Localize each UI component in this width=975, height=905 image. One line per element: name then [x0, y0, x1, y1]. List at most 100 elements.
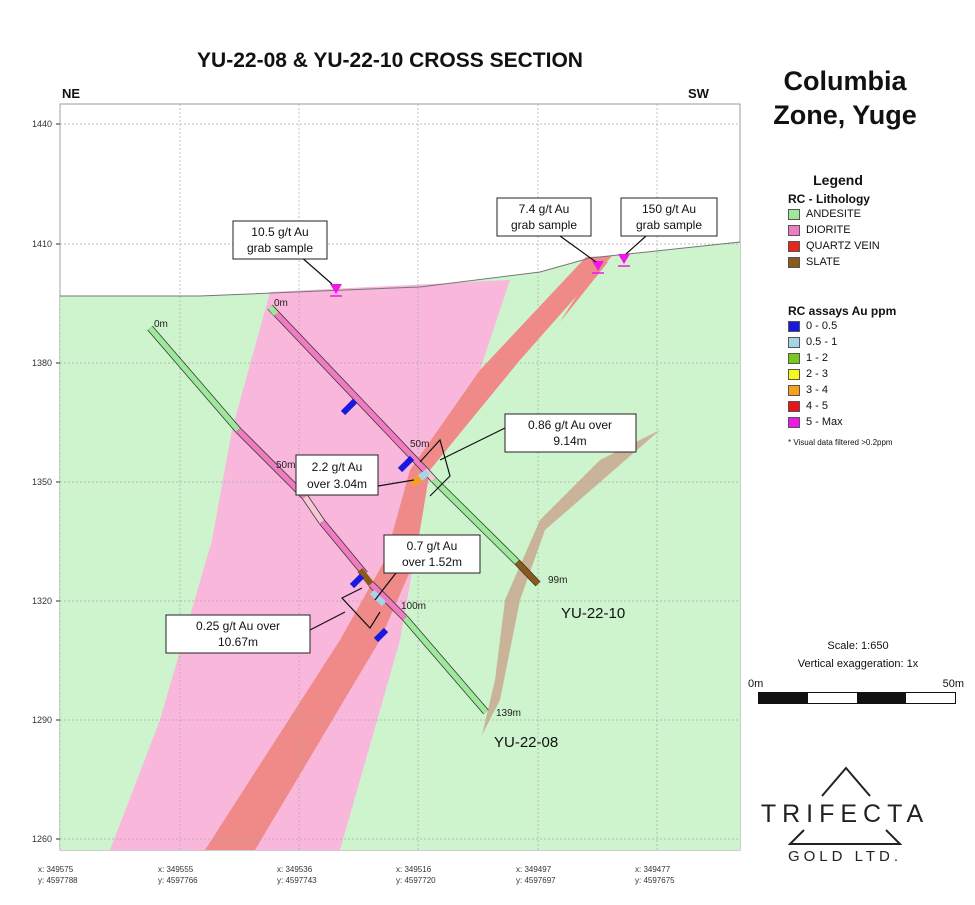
easting-y-1: y: 4597788 — [38, 876, 78, 885]
grab-marker-1 — [330, 284, 342, 294]
logo-line1: TRIFECTA — [760, 800, 930, 828]
yu-22-10-name: YU-22-10 — [561, 605, 625, 622]
legend-item-assay-0: 0 - 0.5 — [788, 318, 968, 334]
scale-block: Scale: 1:650 Vertical exaggeration: 1x 0… — [748, 640, 968, 718]
zone-title-line1: Columbia — [783, 66, 907, 96]
svg-text:grab sample: grab sample — [636, 218, 702, 232]
drillhole-yu-22-08 — [147, 325, 489, 715]
easting-x-4: x: 349516 — [396, 865, 432, 874]
legend: Legend RC - Lithology ANDESITE DIORITE Q… — [788, 172, 968, 447]
drillhole-yu-22-10 — [267, 304, 541, 587]
svg-text:0.7 g/t Au: 0.7 g/t Au — [407, 539, 458, 553]
easting-y-5: y: 4597697 — [516, 876, 556, 885]
scale-bar — [758, 692, 956, 704]
swatch-andesite — [788, 208, 800, 220]
yu-22-08-50m-label: 50m — [276, 460, 295, 471]
hole-depth-labels: 0m 50m 100m 139m 0m 50m 99m — [154, 298, 567, 719]
swatch-diorite — [788, 224, 800, 236]
scale-start-label: 0m — [748, 678, 764, 690]
callout-0-25: 0.25 g/t Au over 10.67m — [165, 614, 311, 654]
slate-body — [482, 430, 660, 735]
svg-text:150 g/t Au: 150 g/t Au — [642, 202, 696, 216]
zone-title: Columbia Zone, Yuge — [745, 64, 945, 132]
legend-item-quartz-vein: QUARTZ VEIN — [788, 238, 968, 254]
easting-x-3: x: 349536 — [277, 865, 313, 874]
yu-22-08-139m-label: 139m — [496, 708, 521, 719]
yu-22-10-50m-label: 50m — [410, 439, 429, 450]
quartz-vein-branch — [560, 262, 608, 322]
grab-marker-2 — [592, 261, 604, 271]
swatch-quartz-vein — [788, 240, 800, 252]
svg-text:0.25 g/t Au over: 0.25 g/t Au over — [196, 619, 280, 633]
callout-10-5-grab: 10.5 g/t Au grab sample — [232, 220, 328, 260]
legend-heading: Legend — [813, 172, 863, 188]
callout-0-7: 0.7 g/t Au over 1.52m — [383, 534, 481, 574]
svg-text:7.4 g/t Au: 7.4 g/t Au — [519, 202, 570, 216]
yu-22-10-0m-label: 0m — [274, 298, 288, 309]
legend-item-diorite: DIORITE — [788, 222, 968, 238]
yu-22-08-100m-label: 100m — [401, 601, 426, 612]
svg-text:2.2 g/t Au: 2.2 g/t Au — [312, 460, 363, 474]
grab-marker-3 — [618, 254, 630, 264]
svg-text:0.86 g/t Au over: 0.86 g/t Au over — [528, 418, 612, 432]
legend-item-assay-4: 3 - 4 — [788, 382, 968, 398]
diorite-body — [110, 280, 510, 850]
zone-title-line2: Zone, Yuge — [773, 100, 917, 130]
scale-ratio: Scale: 1:650 — [827, 640, 889, 652]
callout-2-2: 2.2 g/t Au over 3.04m — [295, 454, 379, 496]
scale-exaggeration: Vertical exaggeration: 1x — [797, 658, 919, 670]
svg-text:10.67m: 10.67m — [218, 635, 258, 649]
easting-labels: x: 349575 y: 4597788 x: 349555 y: 459776… — [38, 865, 675, 885]
easting-x-5: x: 349497 — [516, 865, 552, 874]
easting-y-4: y: 4597720 — [396, 876, 436, 885]
legend-item-andesite: ANDESITE — [788, 206, 968, 222]
svg-text:grab sample: grab sample — [511, 218, 577, 232]
legend-assays-title: RC assays Au ppm — [788, 304, 897, 318]
logo-line2: GOLD LTD. — [787, 848, 903, 865]
callout-0-86: 0.86 g/t Au over 9.14m — [504, 413, 637, 453]
legend-lithology-title: RC - Lithology — [788, 192, 870, 206]
legend-note: * Visual data filtered >0.2ppm — [788, 438, 893, 447]
legend-item-assay-6: 5 - Max — [788, 414, 968, 430]
figure-title: YU-22-08 & YU-22-10 CROSS SECTION — [197, 49, 583, 72]
yu-22-08-name: YU-22-08 — [494, 734, 558, 751]
scale-end-label: 50m — [942, 678, 964, 690]
svg-text:grab sample: grab sample — [247, 241, 313, 255]
callout-leaders — [299, 235, 647, 631]
elevation-labels: 1440 1410 1380 1350 1320 1290 1260 — [32, 119, 52, 844]
elev-tick-1320: 1320 — [32, 596, 52, 606]
legend-item-assay-5: 4 - 5 — [788, 398, 968, 414]
elev-tick-1440: 1440 — [32, 119, 52, 129]
grab-sample-markers — [330, 254, 630, 297]
triangle-logo-icon — [787, 766, 903, 845]
legend-item-assay-1: 0.5 - 1 — [788, 334, 968, 350]
yu-22-08-0m-label: 0m — [154, 319, 168, 330]
easting-y-3: y: 4597743 — [277, 876, 317, 885]
legend-item-slate: SLATE — [788, 254, 968, 270]
elev-tick-1380: 1380 — [32, 358, 52, 368]
swatch-slate — [788, 256, 800, 268]
elev-tick-1290: 1290 — [32, 715, 52, 725]
direction-sw: SW — [688, 86, 710, 101]
direction-ne: NE — [62, 86, 80, 101]
callout-150-grab: 150 g/t Au grab sample — [620, 197, 718, 237]
elev-tick-1410: 1410 — [32, 239, 52, 249]
elev-tick-1350: 1350 — [32, 477, 52, 487]
trifecta-logo: TRIFECTA GOLD LTD. — [760, 760, 930, 870]
elevation-ticks — [56, 123, 60, 840]
callout-7-4-grab: 7.4 g/t Au grab sample — [496, 197, 592, 237]
elev-tick-1260: 1260 — [32, 834, 52, 844]
svg-text:over 1.52m: over 1.52m — [402, 555, 462, 569]
svg-text:10.5 g/t Au: 10.5 g/t Au — [251, 225, 308, 239]
easting-x-6: x: 349477 — [635, 865, 671, 874]
legend-item-assay-3: 2 - 3 — [788, 366, 968, 382]
easting-y-6: y: 4597675 — [635, 876, 675, 885]
easting-x-1: x: 349575 — [38, 865, 74, 874]
svg-text:over 3.04m: over 3.04m — [307, 477, 367, 491]
yu-22-10-99m-label: 99m — [548, 575, 567, 586]
svg-text:9.14m: 9.14m — [553, 434, 586, 448]
easting-x-2: x: 349555 — [158, 865, 194, 874]
easting-y-2: y: 4597766 — [158, 876, 198, 885]
